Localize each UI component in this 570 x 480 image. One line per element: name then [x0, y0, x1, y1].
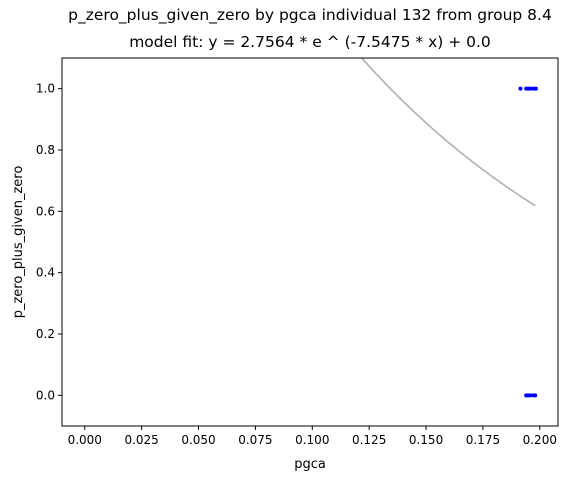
x-tick-label: 0.075: [238, 433, 272, 447]
y-tick-label: 0.4: [36, 266, 55, 280]
y-tick-label: 1.0: [36, 82, 55, 96]
x-tick-label: 0.100: [295, 433, 329, 447]
x-tick-label: 0.175: [466, 433, 500, 447]
x-tick-label: 0.025: [124, 433, 158, 447]
fit-curve: [360, 58, 536, 207]
plot-frame: [61, 57, 559, 427]
data-point: [529, 86, 534, 91]
x-axis-label: pgca: [294, 457, 326, 472]
y-tick-label: 0.8: [36, 143, 55, 157]
x-tick-label: 0.150: [409, 433, 443, 447]
x-tick-label: 0.000: [68, 433, 102, 447]
chart-title: p_zero_plus_given_zero by pgca individua…: [68, 6, 552, 24]
y-tick-label: 0.2: [36, 327, 55, 341]
y-tick-label: 0.0: [36, 388, 55, 402]
x-tick-label: 0.200: [523, 433, 557, 447]
data-point: [533, 393, 538, 398]
x-tick-label: 0.125: [352, 433, 386, 447]
data-point: [533, 86, 538, 91]
data-point: [518, 86, 523, 91]
y-axis-label: p_zero_plus_given_zero: [11, 166, 26, 319]
data-point: [528, 393, 533, 398]
chart-subtitle: model fit: y = 2.7564 * e ^ (-7.5475 * x…: [129, 33, 491, 51]
x-tick-label: 0.050: [181, 433, 215, 447]
y-tick-label: 0.6: [36, 204, 55, 218]
